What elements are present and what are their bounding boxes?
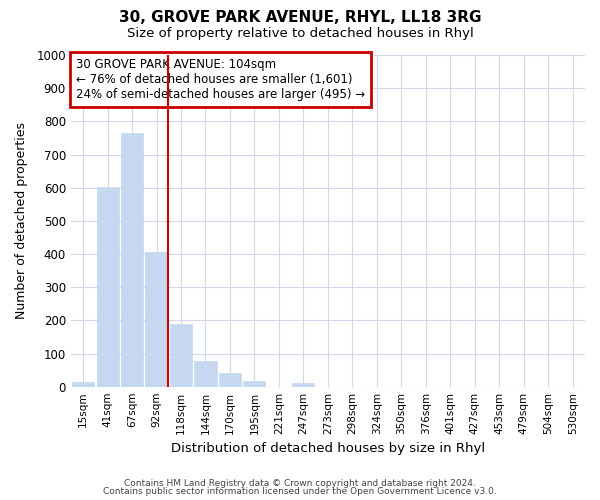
Y-axis label: Number of detached properties: Number of detached properties	[15, 122, 28, 320]
X-axis label: Distribution of detached houses by size in Rhyl: Distribution of detached houses by size …	[171, 442, 485, 455]
Bar	[72, 382, 94, 386]
Text: 30, GROVE PARK AVENUE, RHYL, LL18 3RG: 30, GROVE PARK AVENUE, RHYL, LL18 3RG	[119, 10, 481, 25]
Text: 30 GROVE PARK AVENUE: 104sqm
← 76% of detached houses are smaller (1,601)
24% of: 30 GROVE PARK AVENUE: 104sqm ← 76% of de…	[76, 58, 365, 102]
Bar	[97, 186, 119, 386]
Bar	[170, 324, 192, 386]
Bar	[219, 374, 241, 386]
Text: Size of property relative to detached houses in Rhyl: Size of property relative to detached ho…	[127, 28, 473, 40]
Text: Contains HM Land Registry data © Crown copyright and database right 2024.: Contains HM Land Registry data © Crown c…	[124, 478, 476, 488]
Text: Contains public sector information licensed under the Open Government Licence v3: Contains public sector information licen…	[103, 487, 497, 496]
Bar	[145, 252, 167, 386]
Bar	[292, 382, 314, 386]
Bar	[121, 133, 143, 386]
Bar	[244, 381, 265, 386]
Bar	[194, 361, 217, 386]
